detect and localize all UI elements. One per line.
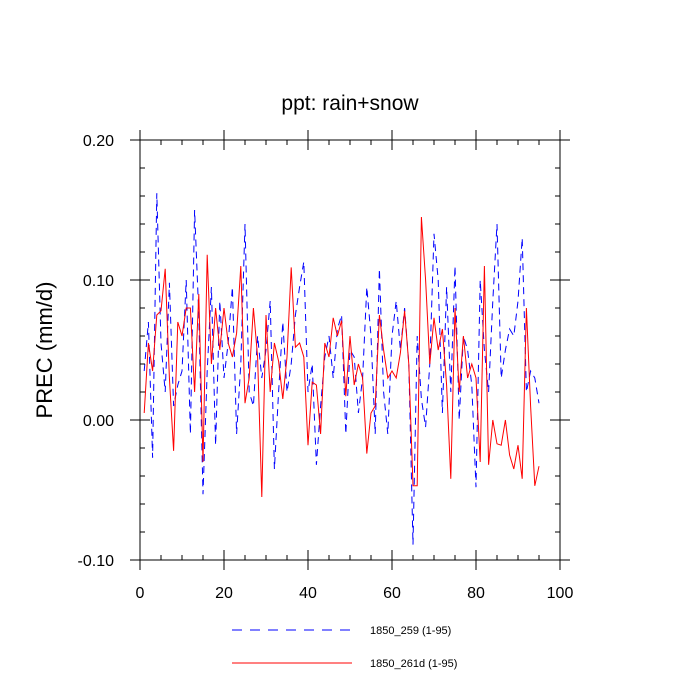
x-tick-label: 80 [467,585,485,602]
y-tick-label: -0.10 [78,553,115,570]
legend-label-0: 1850_259 (1-95) [370,625,451,637]
series-line-1 [143,216,540,498]
chart-title: ppt: rain+snow [281,92,419,115]
tick-layer: 0 20 40 60 80 100 -0.10 0.00 0.10 0.20 [78,130,574,602]
y-tick-label: 0.20 [83,133,114,150]
y-tick-label: 0.00 [83,413,114,430]
x-tick-label: 100 [547,585,574,602]
plot-frame [139,139,561,561]
x-tick-label: 40 [299,585,317,602]
series-line-0 [143,193,540,545]
x-tick-label: 0 [136,585,145,602]
y-axis-label: PREC (mm/d) [32,282,57,419]
legend: 1850_259 (1-95) 1850_261d (1-95) [232,625,457,670]
y-tick-label: 0.10 [83,273,114,290]
x-tick-label: 60 [383,585,401,602]
series-layer [143,193,540,545]
legend-label-1: 1850_261d (1-95) [370,658,457,670]
x-tick-label: 20 [215,585,233,602]
